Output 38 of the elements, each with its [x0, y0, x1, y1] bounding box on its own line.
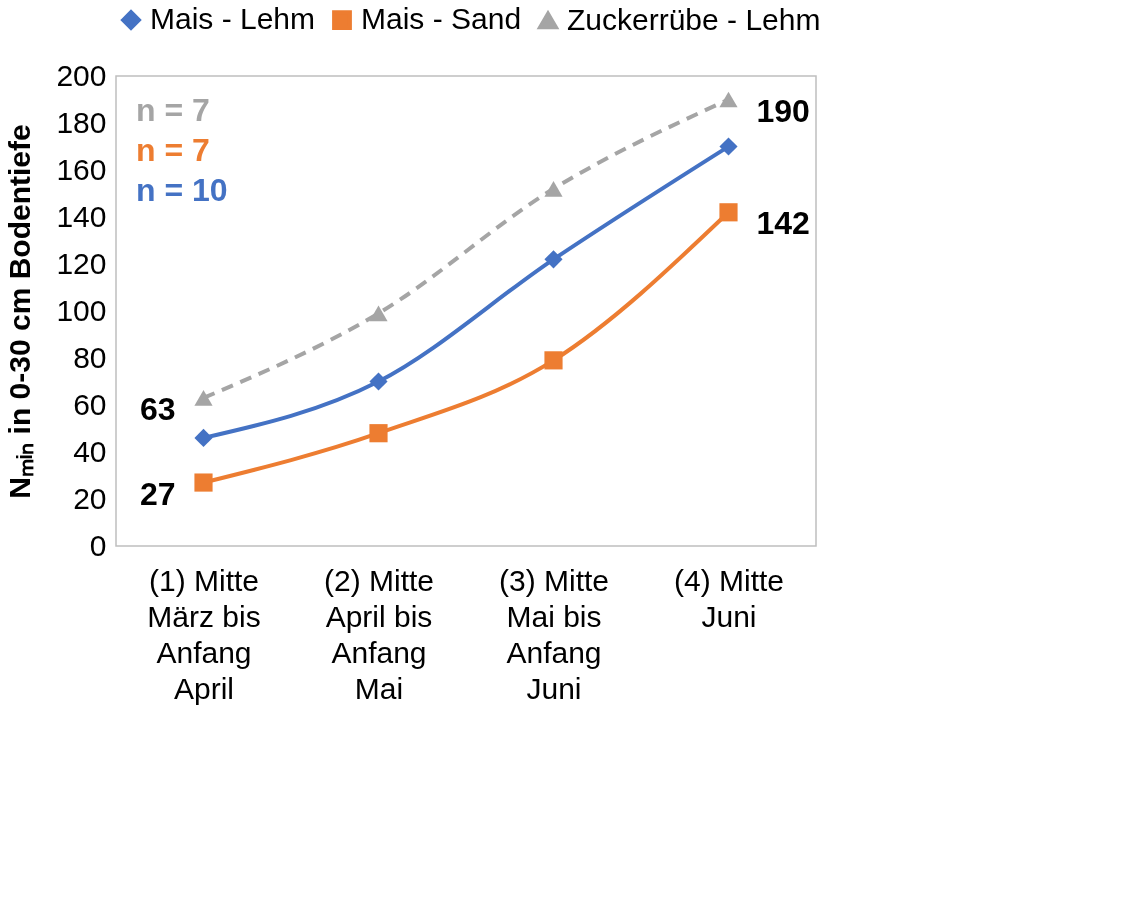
y-tick-label: 160: [56, 152, 107, 186]
y-tick-label: 40: [73, 434, 107, 468]
point: [369, 305, 388, 322]
annotation: n = 7: [136, 132, 210, 168]
y-tick-label: 60: [73, 387, 107, 421]
legend-label: Mais - Lehm: [150, 2, 316, 36]
point: [719, 203, 738, 222]
point: [544, 250, 563, 269]
y-tick-label: 120: [56, 246, 107, 280]
annotation: n = 10: [136, 172, 228, 208]
point: [194, 428, 213, 447]
legend-label: Mais - Sand: [361, 2, 522, 36]
y-tick-label: 200: [56, 58, 107, 92]
data-label: 190: [756, 92, 810, 129]
point: [194, 390, 213, 406]
data-label: 63: [139, 390, 176, 427]
point: [719, 91, 738, 108]
point: [369, 424, 388, 443]
legend-label: Zuckerrübe - Lehm: [567, 2, 821, 36]
y-tick-label: 0: [89, 528, 107, 562]
point: [194, 473, 213, 492]
data-label: 27: [139, 475, 176, 512]
point: [369, 372, 388, 391]
y-tick-label: 140: [56, 199, 107, 233]
x-tick-label: (4) Mitte Juni: [673, 563, 785, 633]
point: [719, 137, 738, 156]
annotation: n = 7: [136, 92, 210, 128]
y-tick-label: 100: [56, 293, 107, 327]
y-tick-label: 20: [73, 481, 107, 515]
x-tick-label: (1) Mitte März bis Anfang April: [147, 563, 261, 705]
x-tick-label: (2) Mitte April bis Anfang Mai: [323, 563, 435, 705]
data-label: 142: [756, 205, 810, 242]
y-axis-title: Nₘᵢₙ in 0-30 cm Bodentiefe: [3, 124, 37, 499]
point: [544, 351, 563, 370]
y-tick-label: 80: [73, 340, 107, 374]
y-tick-label: 180: [56, 105, 107, 139]
point: [544, 180, 563, 197]
x-tick-label: (3) Mitte Mai bis Anfang Juni: [498, 563, 610, 705]
